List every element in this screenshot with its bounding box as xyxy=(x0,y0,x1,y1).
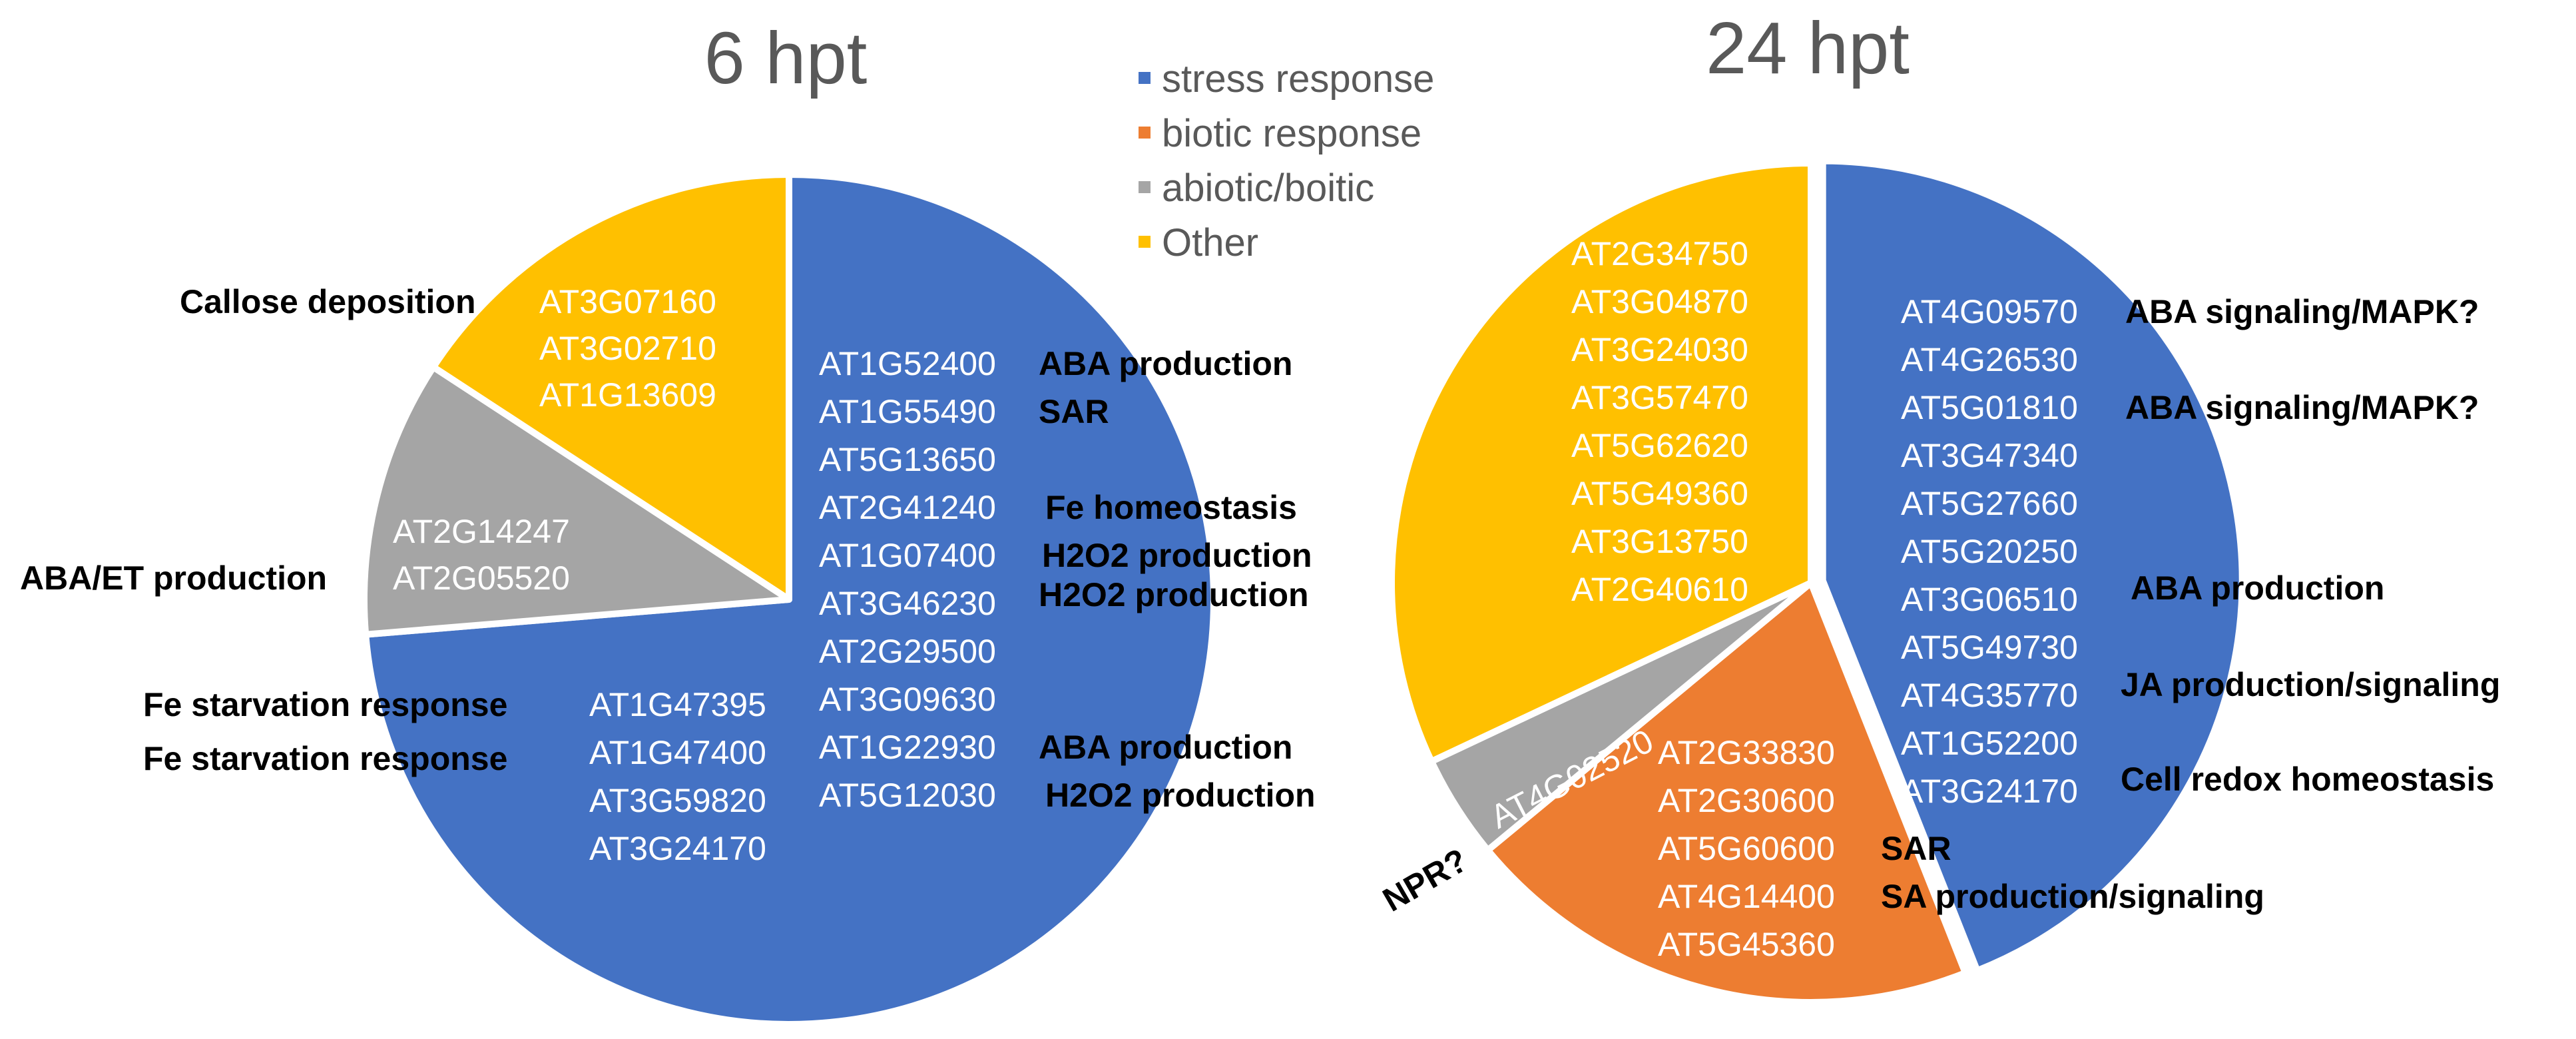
annotation-label: ABA production xyxy=(1039,345,1292,382)
gene-label: AT1G52200 xyxy=(1901,725,2078,762)
annotation-label: ABA signaling/MAPK? xyxy=(2125,389,2479,426)
gene-label: AT1G07400 xyxy=(819,537,996,574)
gene-label: AT2G05520 xyxy=(393,559,570,597)
annotation-label: SAR xyxy=(1881,830,1951,867)
gene-label: AT3G24170 xyxy=(589,830,766,867)
annotation-label: H2O2 production xyxy=(1045,777,1316,814)
gene-label: AT3G09630 xyxy=(819,681,996,718)
genes-24hpt-stress: AT4G09570 AT4G26530 AT5G01810 AT3G47340 … xyxy=(1901,293,2078,810)
pie-slice-abiotic-boitic xyxy=(361,364,792,638)
genes-6hpt-other: AT3G07160 AT3G02710 AT1G13609 xyxy=(539,283,716,414)
gene-label: AT2G29500 xyxy=(819,633,996,670)
legend-label-biotic-response: biotic response xyxy=(1162,112,1421,155)
gene-label: AT5G20250 xyxy=(1901,533,2078,570)
annotation-label: JA production/signaling xyxy=(2121,666,2500,703)
gene-label: AT3G57470 xyxy=(1571,379,1748,416)
gene-label: AT4G09570 xyxy=(1901,293,2078,330)
annotation-label: Fe homeostasis xyxy=(1045,489,1297,526)
gene-label: AT5G49360 xyxy=(1571,475,1748,512)
annotation-label: H2O2 production xyxy=(1039,576,1309,613)
gene-label: AT1G55490 xyxy=(819,393,996,430)
gene-label: AT5G12030 xyxy=(819,777,996,814)
legend-label-stress-response: stress response xyxy=(1162,57,1434,101)
gene-label: AT3G24170 xyxy=(1901,773,2078,810)
gene-label: AT1G47400 xyxy=(589,734,766,771)
gene-label: AT3G02710 xyxy=(539,330,716,367)
gene-label: AT3G24030 xyxy=(1571,331,1748,368)
gene-label: AT3G47340 xyxy=(1901,437,2078,474)
annotation-label: ABA signaling/MAPK? xyxy=(2125,293,2479,330)
pie-slice-other xyxy=(429,171,792,603)
gene-label: AT3G04870 xyxy=(1571,283,1748,320)
gene-label: AT1G22930 xyxy=(819,729,996,766)
genes-6hpt-abiotic: AT2G14247 AT2G05520 xyxy=(393,513,570,597)
legend-label-abiotic-boitic: abiotic/boitic xyxy=(1162,167,1374,210)
annotation-label: Callose deposition xyxy=(180,283,476,320)
pie-slice-other xyxy=(1388,160,1814,765)
annotation-label: NPR? xyxy=(1377,841,1474,919)
gene-label: AT5G49730 xyxy=(1901,629,2078,666)
legend-swatch-abiotic-boitic xyxy=(1139,181,1151,193)
gene-label: AT4G26530 xyxy=(1901,341,2078,378)
gene-label: AT3G59820 xyxy=(589,782,766,819)
gene-label: AT4G35770 xyxy=(1901,677,2078,714)
pie-slice-biotic-response xyxy=(1484,579,1969,1006)
gene-label: AT5G13650 xyxy=(819,441,996,478)
legend: stress response biotic response abiotic/… xyxy=(1139,57,1434,264)
gene-label: AT3G06510 xyxy=(1901,581,2078,618)
legend-swatch-other xyxy=(1139,236,1151,248)
gene-label: AT5G27660 xyxy=(1901,485,2078,522)
annotation-label: ABA production xyxy=(1039,729,1292,766)
gene-label: AT2G41240 xyxy=(819,489,996,526)
gene-label: AT2G33830 xyxy=(1658,734,1835,771)
gene-label: AT2G30600 xyxy=(1658,782,1835,819)
annotation-label: ABA/ET production xyxy=(20,559,327,597)
annotation-label: SAR xyxy=(1039,393,1109,430)
pie-6hpt xyxy=(361,171,1217,1028)
gene-label: AT5G62620 xyxy=(1571,427,1748,464)
legend-label-other: Other xyxy=(1162,221,1258,264)
gene-label: AT1G52400 xyxy=(819,345,996,382)
annotation-label: Fe starvation response xyxy=(143,740,507,777)
legend-swatch-stress-response xyxy=(1139,72,1151,84)
pie-24hpt xyxy=(1388,157,2246,1006)
genes-24hpt-biotic: AT2G33830 AT2G30600 AT5G60600 AT4G14400 … xyxy=(1658,734,1835,963)
gene-label: AT5G60600 xyxy=(1658,830,1835,867)
annotation-label: Fe starvation response xyxy=(143,686,507,723)
gene-label: AT3G13750 xyxy=(1571,523,1748,560)
legend-swatch-biotic-response xyxy=(1139,127,1151,139)
gene-label: AT2G34750 xyxy=(1571,235,1748,272)
gene-label: AT3G46230 xyxy=(819,585,996,622)
gene-label: AT3G07160 xyxy=(539,283,716,320)
gene-label: AT1G47395 xyxy=(589,686,766,723)
gene-label: AT1G13609 xyxy=(539,376,716,414)
annotation-label: ABA production xyxy=(2131,569,2384,607)
annotations-6hpt: Callose deposition ABA production SAR Fe… xyxy=(20,283,1316,814)
annotation-label: SA production/signaling xyxy=(1881,878,2264,915)
gene-label: AT5G45360 xyxy=(1658,926,1835,963)
genes-6hpt-stress: AT1G52400 AT1G55490 AT5G13650 AT2G41240 … xyxy=(589,345,996,867)
chart-title-6hpt: 6 hpt xyxy=(704,17,868,99)
gene-label: AT5G01810 xyxy=(1901,389,2078,426)
gene-label: AT4G14400 xyxy=(1658,878,1835,915)
annotation-label: Cell redox homeostasis xyxy=(2121,761,2494,798)
chart-title-24hpt: 24 hpt xyxy=(1706,7,1910,89)
annotation-label: H2O2 production xyxy=(1042,537,1312,574)
genes-24hpt-other: AT2G34750 AT3G04870 AT3G24030 AT3G57470 … xyxy=(1571,235,1748,608)
pie-slice-stress-response xyxy=(1819,157,2246,974)
gene-label: AT2G40610 xyxy=(1571,571,1748,608)
gene-label: AT2G14247 xyxy=(393,513,570,550)
